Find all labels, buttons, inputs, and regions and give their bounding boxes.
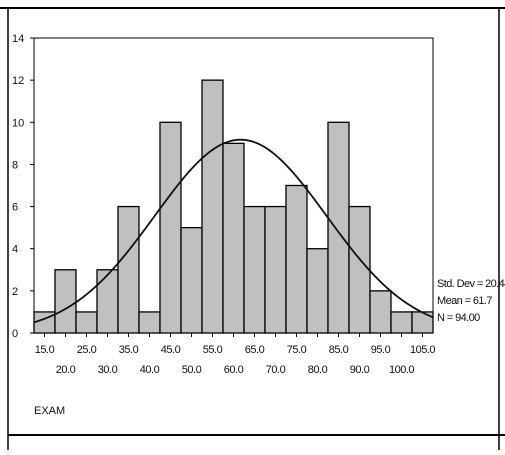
- x-tick-label: 20.0: [56, 364, 76, 376]
- n-label: N = 94.00: [437, 312, 480, 324]
- y-tick-label: 8: [12, 159, 18, 171]
- x-tick-label: 60.0: [224, 364, 244, 376]
- x-tick-label: 100.0: [389, 364, 414, 376]
- histogram-bar: [348, 205, 371, 334]
- x-tick-label: 25.0: [77, 344, 97, 356]
- x-tick-label: 95.0: [371, 344, 391, 356]
- histogram-bar: [222, 142, 245, 334]
- x-tick-label: 90.0: [350, 364, 370, 376]
- y-tick-label: 6: [12, 202, 18, 214]
- y-tick-label: 12: [12, 75, 24, 87]
- histogram-bar: [75, 311, 98, 334]
- mean-label: Mean = 61.7: [437, 295, 492, 307]
- histogram-bar: [390, 311, 413, 334]
- x-tick-label: 70.0: [266, 364, 286, 376]
- x-tick-label: 45.0: [161, 344, 181, 356]
- histogram-bar: [201, 79, 224, 334]
- x-tick-label: 15.0: [35, 344, 55, 356]
- histogram-bar: [285, 184, 308, 334]
- histogram-bar: [54, 269, 77, 334]
- std-dev-label: Std. Dev = 20.44: [437, 278, 505, 290]
- x-tick-label: 50.0: [182, 364, 202, 376]
- histogram-bar: [327, 121, 350, 334]
- x-tick-label: 80.0: [308, 364, 328, 376]
- bars-group: [33, 79, 434, 334]
- y-tick-label: 10: [12, 117, 24, 129]
- histogram-bar: [264, 205, 287, 334]
- y-tick-label: 14: [12, 33, 24, 45]
- histogram-bar: [96, 269, 119, 334]
- y-tick-label: 0: [12, 328, 18, 340]
- x-tick-label: 75.0: [287, 344, 307, 356]
- x-tick-label: 55.0: [203, 344, 223, 356]
- y-axis-ticks: 0 2 4 6 8 10 12 14: [12, 33, 34, 340]
- histogram-bar: [138, 311, 161, 334]
- histogram-bar: [180, 226, 203, 334]
- x-tick-label: 35.0: [119, 344, 139, 356]
- y-tick-label: 2: [12, 286, 18, 298]
- histogram-bar: [306, 248, 329, 334]
- y-tick-label: 4: [12, 244, 18, 256]
- x-tick-label: 65.0: [245, 344, 265, 356]
- x-tick-label: 85.0: [329, 344, 349, 356]
- x-axis-label: EXAM: [34, 405, 65, 417]
- x-axis-ticks: 15.0 25.0 35.0 45.0 55.0 65.0 75.0 85.0 95.0 105.…: [35, 333, 436, 376]
- normal-curve: [33, 138, 434, 324]
- histogram-bar: [369, 290, 392, 334]
- x-tick-label: 40.0: [140, 364, 160, 376]
- x-tick-label: 30.0: [98, 364, 118, 376]
- histogram-bar: [117, 205, 140, 334]
- x-tick-label: 105.0: [410, 344, 435, 356]
- histogram-bar: [243, 205, 266, 334]
- histogram-bar: [159, 121, 182, 334]
